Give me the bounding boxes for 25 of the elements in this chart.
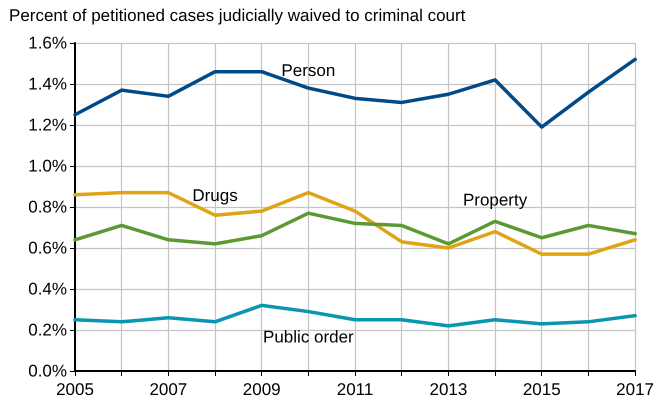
line-series [73, 211, 637, 246]
x-tick-label: 2013 [429, 380, 468, 399]
y-tick-label: 1.0% [28, 156, 67, 176]
x-tick-label: 2007 [149, 380, 188, 399]
x-tick-label: 2011 [336, 380, 374, 399]
series-label: Person [281, 61, 336, 80]
series-label: Drugs [192, 186, 238, 206]
y-tick-label: 1.4% [28, 74, 67, 94]
line-series [73, 190, 637, 256]
series-label: Property [462, 190, 528, 210]
series-label: Public order [263, 328, 354, 347]
chart-title: Percent of petitioned cases judicially waived to criminal court [9, 6, 466, 25]
y-tick-label: 1.6% [28, 34, 67, 52]
x-tick-label: 2015 [522, 380, 561, 399]
y-tick-label: 0.6% [28, 238, 67, 258]
y-tick-label: 0.8% [28, 198, 67, 216]
y-tick-label: 0.4% [28, 280, 67, 298]
line-series [73, 58, 637, 129]
x-tick-label: 2005 [56, 380, 94, 399]
x-tick-label: 2017 [616, 380, 654, 399]
x-tick-label: 2009 [242, 380, 281, 399]
y-tick-label: 0.2% [28, 320, 67, 340]
y-tick-label: 1.2% [28, 116, 67, 134]
y-tick-label: 0.0% [28, 362, 67, 380]
line-series [73, 304, 637, 328]
